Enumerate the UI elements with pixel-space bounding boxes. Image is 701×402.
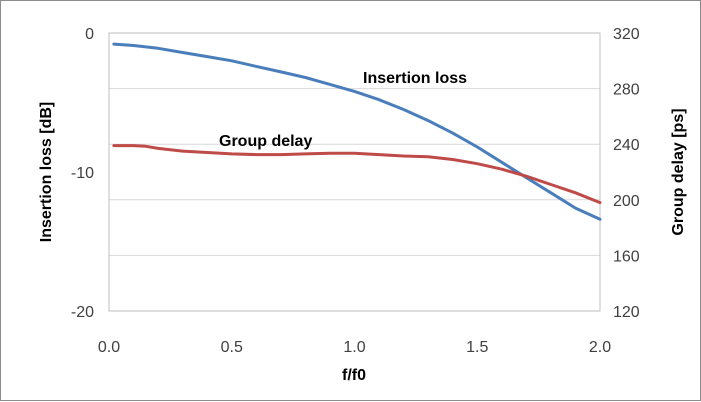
y-right-tick-label: 120 (613, 304, 640, 321)
y-left-tick-label: -20 (71, 304, 94, 321)
y-right-tick-label: 240 (613, 137, 640, 154)
y-left-tick-label: 0 (85, 26, 94, 43)
y-left-tick-label: -10 (71, 165, 94, 182)
insertion-loss-annotation: Insertion loss (363, 70, 467, 87)
y-right-axis-title: Group delay [ps] (670, 108, 687, 235)
y-left-axis-title: Insertion loss [dB] (38, 102, 55, 242)
group-delay-series-line (112, 144, 602, 205)
x-tick-label: 1.0 (343, 339, 365, 356)
grid-layer (109, 88, 600, 256)
x-tick-label: 0.5 (221, 339, 243, 356)
x-tick-label: 1.5 (466, 339, 488, 356)
plot-area-border (108, 32, 601, 312)
tick-layer: 0.0 0.5 1.0 1.5 2.0 0 -10 -20 320 280 240 200 160 120 (71, 26, 640, 356)
x-tick-label: 0.0 (98, 339, 120, 356)
group-delay-annotation: Group delay (219, 133, 312, 150)
insertion-loss-series-line (112, 42, 602, 221)
y-right-tick-label: 320 (613, 26, 640, 43)
series-layer (112, 42, 602, 221)
x-tick-label: 2.0 (589, 339, 611, 356)
x-axis-title: f/f0 (342, 367, 366, 384)
y-right-tick-label: 280 (613, 82, 640, 99)
y-right-tick-label: 160 (613, 248, 640, 265)
y-right-tick-label: 200 (613, 193, 640, 210)
